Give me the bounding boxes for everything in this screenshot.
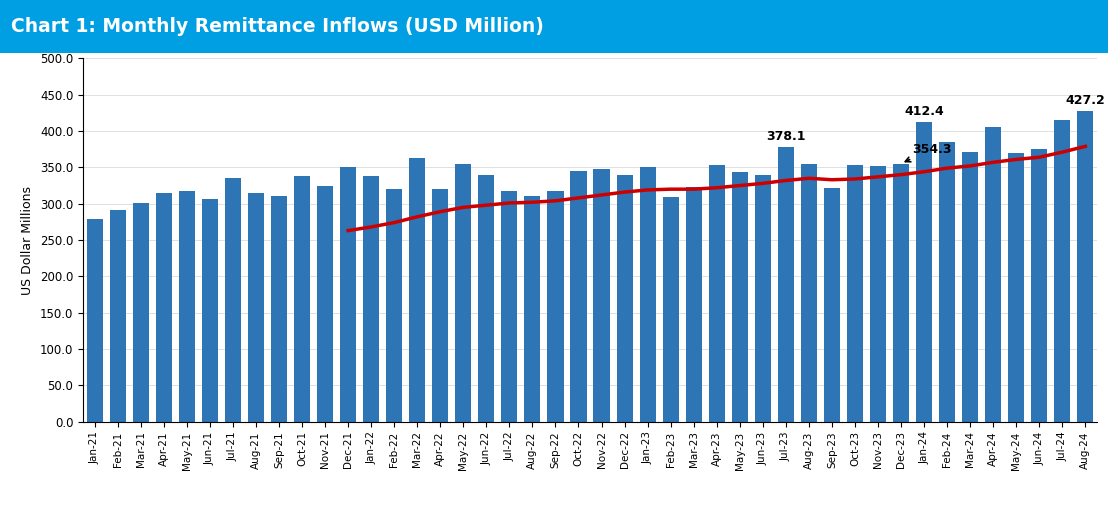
- Bar: [363, 176, 379, 422]
- Bar: [824, 188, 840, 422]
- Bar: [202, 199, 218, 422]
- Bar: [1008, 153, 1024, 422]
- Text: Chart 1: Monthly Remittance Inflows (USD Million): Chart 1: Monthly Remittance Inflows (USD…: [11, 17, 544, 36]
- Bar: [547, 192, 564, 422]
- Bar: [386, 189, 402, 422]
- Bar: [940, 142, 955, 422]
- Bar: [133, 203, 148, 422]
- Text: 354.3: 354.3: [905, 143, 952, 162]
- Bar: [801, 164, 817, 422]
- Bar: [639, 168, 656, 422]
- Bar: [663, 197, 679, 422]
- Bar: [731, 172, 748, 422]
- Bar: [455, 164, 471, 422]
- Bar: [778, 147, 794, 422]
- Text: 378.1: 378.1: [766, 130, 806, 143]
- Bar: [178, 190, 195, 422]
- Bar: [248, 193, 264, 422]
- Bar: [86, 219, 103, 422]
- Bar: [1055, 120, 1070, 422]
- Bar: [524, 197, 541, 422]
- Text: 412.4: 412.4: [904, 105, 944, 118]
- Bar: [409, 158, 425, 422]
- Bar: [294, 176, 310, 422]
- Bar: [432, 189, 449, 422]
- Bar: [616, 175, 633, 422]
- Bar: [916, 122, 932, 422]
- Bar: [270, 197, 287, 422]
- Y-axis label: US Dollar Millions: US Dollar Millions: [21, 185, 34, 295]
- Bar: [317, 185, 334, 422]
- Bar: [985, 126, 1002, 422]
- Bar: [962, 152, 978, 422]
- Bar: [1077, 111, 1094, 422]
- Bar: [1032, 149, 1047, 422]
- Bar: [225, 178, 240, 422]
- Bar: [594, 169, 609, 422]
- Bar: [709, 165, 725, 422]
- Bar: [870, 166, 886, 422]
- Bar: [479, 175, 494, 422]
- Bar: [686, 187, 701, 422]
- Bar: [156, 193, 172, 422]
- Bar: [847, 165, 863, 422]
- Bar: [571, 171, 586, 422]
- Text: 427.2: 427.2: [1066, 94, 1106, 107]
- Bar: [893, 164, 910, 422]
- Bar: [110, 210, 125, 422]
- Bar: [501, 190, 517, 422]
- Bar: [340, 168, 356, 422]
- Bar: [755, 175, 771, 422]
